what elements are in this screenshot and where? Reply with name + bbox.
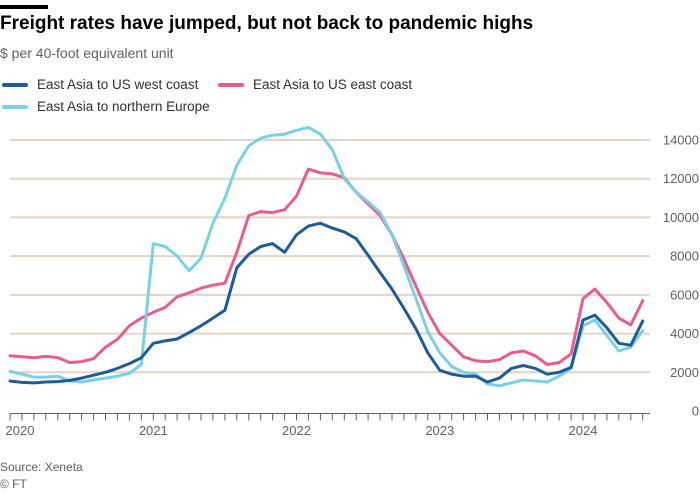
- legend-row-2: East Asia to northern Europe: [2, 99, 412, 114]
- legend-item-us-west-coast: East Asia to US west coast: [2, 77, 218, 92]
- legend-label-us-west-coast: East Asia to US west coast: [37, 77, 199, 92]
- legend-swatch-us-west-coast-icon: [2, 82, 28, 87]
- legend-swatch-us-east-coast-icon: [218, 82, 244, 87]
- y-tick-label: 14000: [663, 133, 699, 148]
- series-line-east-asia-to-northern-europe: [8, 125, 645, 388]
- chart-subtitle: $ per 40-foot equivalent unit: [0, 45, 174, 61]
- x-year-label: 2024: [569, 423, 598, 438]
- series-line-east-asia-to-us-west-coast: [8, 221, 645, 385]
- chart-title: Freight rates have jumped, but not back …: [0, 13, 534, 34]
- x-year-label: 2021: [139, 423, 168, 438]
- x-year-label: 2020: [6, 423, 35, 438]
- ft-copyright: © FT: [0, 477, 27, 491]
- legend-label-northern-europe: East Asia to northern Europe: [37, 99, 210, 114]
- source-label: Source: Xeneta: [0, 460, 83, 474]
- series-line-east-asia-to-us-east-coast: [8, 167, 645, 366]
- legend-item-northern-europe: East Asia to northern Europe: [2, 99, 218, 114]
- y-tick-label: 10000: [663, 210, 699, 225]
- legend: East Asia to US west coast East Asia to …: [2, 77, 412, 114]
- legend-swatch-northern-europe-icon: [2, 104, 28, 109]
- accent-bar: [0, 5, 48, 9]
- legend-label-us-east-coast: East Asia to US east coast: [253, 77, 413, 92]
- y-tick-label: 8000: [670, 249, 699, 264]
- x-year-label: 2023: [425, 423, 454, 438]
- x-year-label: 2022: [282, 423, 311, 438]
- y-tick-label: 6000: [670, 287, 699, 302]
- y-tick-label: 12000: [663, 171, 699, 186]
- y-tick-label: 4000: [670, 326, 699, 341]
- y-tick-label: 0: [692, 404, 699, 419]
- y-tick-label: 2000: [670, 365, 699, 380]
- legend-row-1: East Asia to US west coast East Asia to …: [2, 77, 412, 92]
- legend-item-us-east-coast: East Asia to US east coast: [218, 77, 412, 92]
- chart-plot-area: 0 2000 4000 6000 8000 10000 12000 14000 2020 2021…: [6, 125, 699, 438]
